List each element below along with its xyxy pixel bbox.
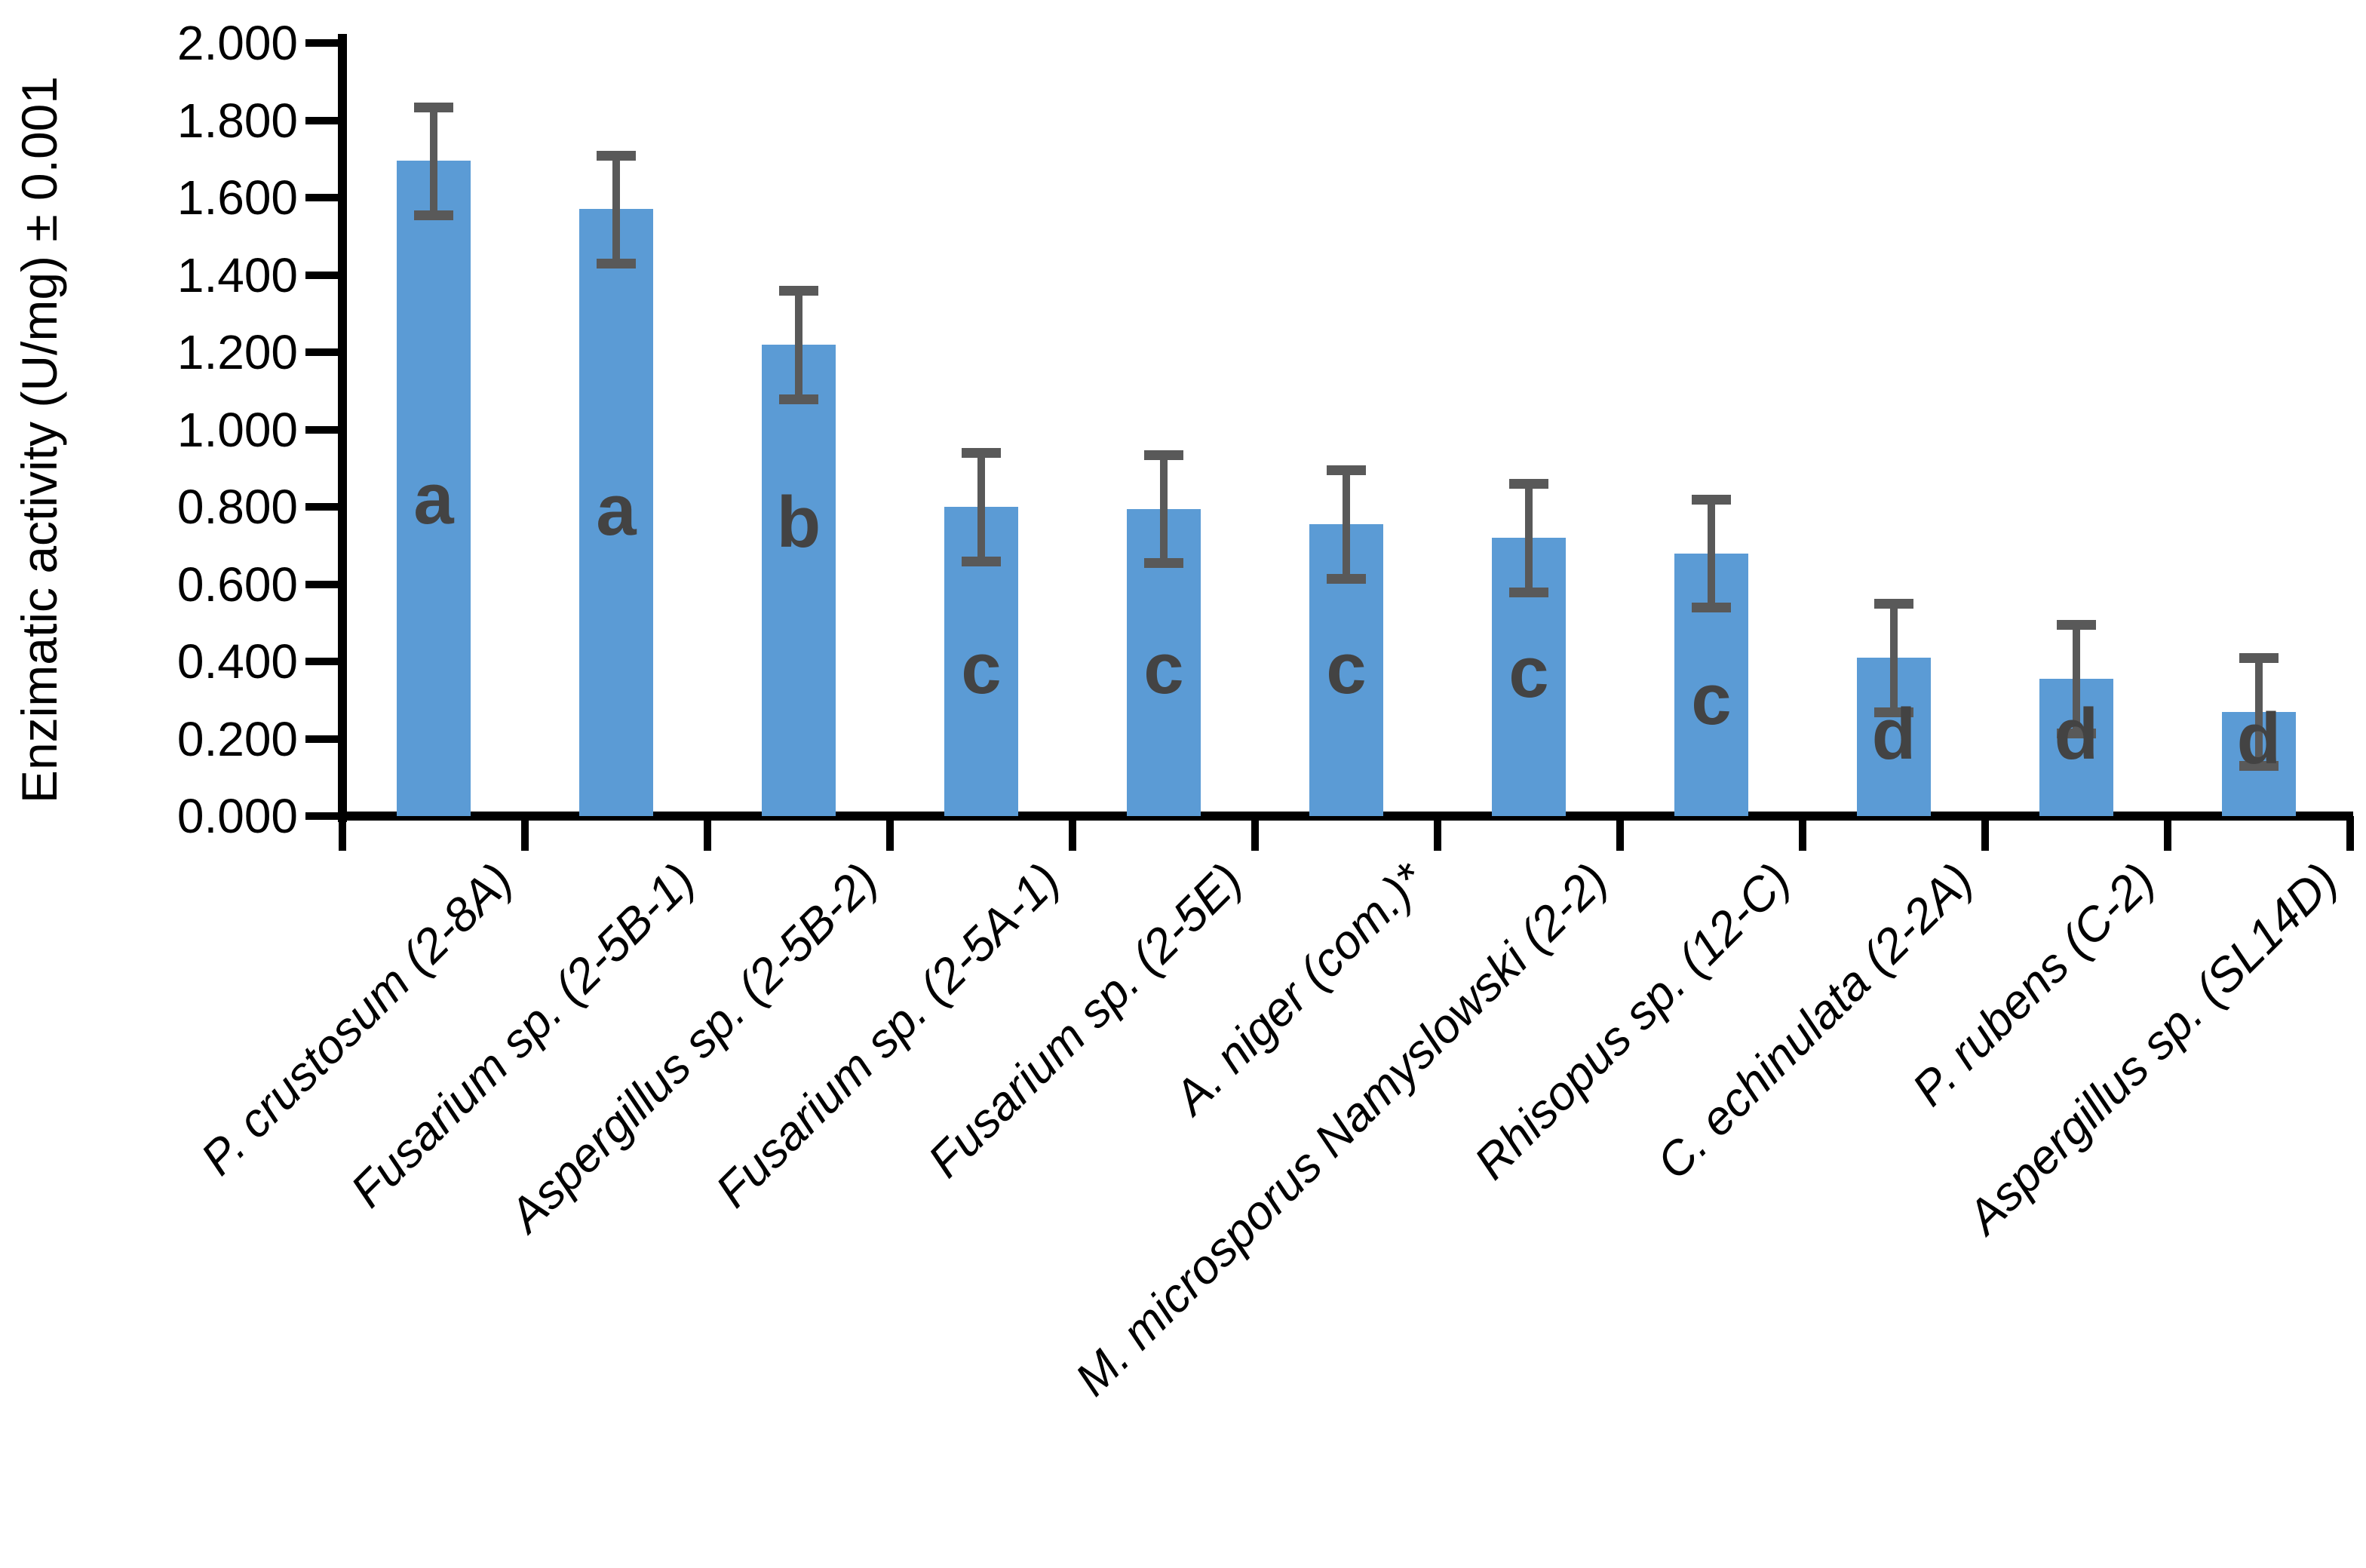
y-axis-title: Enzimatic activity (U/mg) ± 0.001 xyxy=(11,75,67,804)
error-bar-cap-top xyxy=(962,448,1001,459)
error-bar-line xyxy=(2255,657,2263,766)
error-bar-line xyxy=(1525,483,1533,592)
y-axis-tick-label: 0.800 xyxy=(176,480,298,534)
error-bar-cap-bottom xyxy=(1144,558,1183,569)
bar xyxy=(762,344,836,816)
y-axis-tick-label: 0.000 xyxy=(176,789,298,843)
y-axis-tick-label: 0.200 xyxy=(176,711,298,766)
x-axis-tick xyxy=(339,816,346,851)
x-axis-tick xyxy=(1069,816,1076,851)
error-bar-line xyxy=(1160,454,1168,563)
x-axis-tick xyxy=(2346,816,2354,851)
error-bar-line xyxy=(1890,603,1898,712)
y-axis-line xyxy=(338,34,347,822)
y-axis-tick xyxy=(305,503,338,511)
error-bar-cap-bottom xyxy=(1327,573,1366,584)
x-axis-tick xyxy=(1799,816,1806,851)
error-bar-cap-top xyxy=(1327,465,1366,476)
error-bar-cap-bottom xyxy=(2057,728,2096,738)
x-axis-tick xyxy=(2164,816,2171,851)
error-bar-cap-bottom xyxy=(779,394,818,404)
x-category-label: P. crustosum (2-8A) xyxy=(191,853,523,1186)
y-axis-tick xyxy=(305,39,338,47)
error-bar-cap-top xyxy=(597,150,636,161)
y-axis-tick-label: 1.800 xyxy=(176,93,298,148)
error-bar-line xyxy=(977,453,985,561)
significance-letter: d xyxy=(1871,694,1916,775)
significance-letter: c xyxy=(1691,659,1732,741)
error-bar-cap-top xyxy=(1874,599,1913,609)
bar xyxy=(397,161,471,816)
y-axis-tick-label: 0.400 xyxy=(176,634,298,689)
x-axis-tick xyxy=(886,816,894,851)
y-axis-tick xyxy=(305,194,338,201)
error-bar-line xyxy=(1343,470,1350,578)
x-category-label: Fusarium sp. (2-5E) xyxy=(918,853,1254,1188)
error-bar-line xyxy=(612,155,620,264)
y-axis-tick-label: 2.000 xyxy=(176,16,298,70)
significance-letter: d xyxy=(2236,698,2282,779)
error-bar-cap-bottom xyxy=(414,210,453,221)
x-category-label: Fusarium sp. (2-5A-1) xyxy=(706,853,1071,1218)
x-axis-tick xyxy=(704,816,711,851)
error-bar-cap-top xyxy=(1144,450,1183,460)
error-bar-line xyxy=(2073,624,2080,733)
significance-letter: c xyxy=(1143,628,1184,710)
error-bar-cap-bottom xyxy=(1692,603,1731,613)
error-bar-cap-bottom xyxy=(962,556,1001,566)
error-bar-cap-top xyxy=(414,102,453,112)
y-axis-tick xyxy=(305,348,338,356)
y-axis-tick xyxy=(305,116,338,124)
y-axis-tick xyxy=(305,425,338,434)
error-bar-cap-bottom xyxy=(597,259,636,269)
y-axis-tick xyxy=(305,271,338,279)
significance-letter: c xyxy=(1326,628,1367,710)
x-axis-tick xyxy=(521,816,529,851)
error-bar-cap-top xyxy=(2239,652,2279,663)
error-bar-cap-bottom xyxy=(1509,587,1548,597)
y-axis-tick-label: 1.200 xyxy=(176,325,298,379)
error-bar-line xyxy=(1708,499,1715,608)
y-axis-tick-label: 0.600 xyxy=(176,557,298,612)
error-bar-cap-top xyxy=(779,286,818,296)
significance-letter: b xyxy=(776,481,821,563)
x-category-label: C. echinulata (2-2A) xyxy=(1646,853,1984,1190)
x-category-label: Rhisopus sp. (12-C) xyxy=(1464,853,1801,1190)
x-axis-tick xyxy=(1434,816,1441,851)
y-axis-tick xyxy=(305,658,338,665)
error-bar-cap-top xyxy=(1692,494,1731,505)
x-axis-tick xyxy=(1981,816,1989,851)
y-axis-tick-label: 1.000 xyxy=(176,402,298,457)
error-bar-cap-bottom xyxy=(1874,707,1913,717)
error-bar-line xyxy=(430,106,437,216)
x-axis-tick xyxy=(1616,816,1624,851)
error-bar-cap-bottom xyxy=(2239,761,2279,772)
error-bar-line xyxy=(795,290,802,399)
y-axis-tick xyxy=(305,580,338,588)
x-category-label: Fusarium sp. (2-5B-1) xyxy=(341,853,706,1218)
bar xyxy=(579,209,653,816)
x-category-label: Aspergillus sp. (2-5B-2) xyxy=(499,853,888,1242)
y-axis-tick-label: 1.400 xyxy=(176,247,298,302)
significance-letter: d xyxy=(2054,694,2099,775)
error-bar-cap-top xyxy=(1509,479,1548,489)
significance-letter: c xyxy=(961,628,1002,710)
significance-letter: a xyxy=(413,458,454,539)
y-axis-tick xyxy=(305,735,338,743)
x-axis-line xyxy=(338,812,2353,821)
error-bar-cap-top xyxy=(2057,620,2096,631)
x-category-label: Aspergillus sp. (SL14D) xyxy=(1957,853,2349,1244)
significance-letter: a xyxy=(596,470,637,551)
x-axis-tick xyxy=(1251,816,1259,851)
y-axis-tick-label: 1.600 xyxy=(176,170,298,225)
significance-letter: c xyxy=(1508,632,1549,713)
y-axis-tick xyxy=(305,812,338,820)
